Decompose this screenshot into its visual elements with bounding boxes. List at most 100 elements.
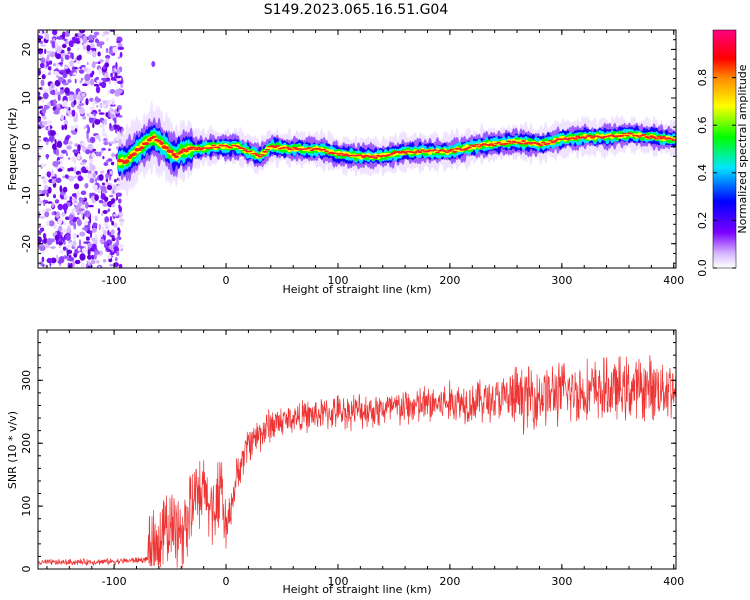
noise-speck [41, 121, 48, 126]
noise-speck [86, 113, 90, 117]
noise-speck [51, 211, 55, 216]
noise-speck [64, 87, 70, 94]
noise-speck [85, 212, 90, 218]
noise-speck [57, 104, 61, 108]
noise-speck [93, 253, 97, 260]
y-tick-label: 200 [20, 433, 33, 454]
ridge-mark [169, 149, 174, 154]
noise-speck [63, 196, 67, 201]
noise-speck [109, 104, 116, 107]
noise-speck [38, 138, 41, 142]
ridge-mark [403, 151, 408, 154]
noise-speck [117, 80, 123, 84]
noise-speck [65, 136, 70, 140]
noise-speck [94, 215, 98, 222]
ridge-mark [489, 143, 494, 146]
noise-speck [44, 105, 50, 110]
noise-speck [90, 254, 95, 260]
noise-speck [92, 172, 97, 178]
noise-speck [82, 115, 86, 120]
noise-speck [105, 173, 109, 180]
noise-speck [61, 43, 67, 49]
ridge-mark [343, 153, 349, 156]
noise-speck [80, 210, 84, 218]
noise-speck [120, 84, 124, 88]
noise-speck [68, 175, 75, 182]
noise-speck [92, 99, 95, 107]
noise-speck [52, 30, 58, 36]
ridge-mark [646, 137, 652, 139]
noise-speck [88, 40, 94, 43]
noise-speck [70, 125, 75, 131]
noise-speck [79, 30, 86, 34]
noise-speck [109, 263, 115, 267]
noise-speck [51, 176, 57, 179]
ridge-mark [220, 146, 226, 150]
ridge-mark [338, 152, 344, 155]
noise-speck [97, 104, 104, 107]
noise-speck [97, 208, 101, 215]
noise-speck [76, 32, 83, 37]
noise-speck [100, 43, 102, 49]
noise-speck [93, 31, 100, 36]
noise-speck [82, 45, 86, 51]
noise-speck [109, 231, 112, 237]
noise-speck [94, 233, 98, 240]
noise-speck [50, 246, 56, 249]
noise-speck [98, 112, 105, 115]
noise-speck [41, 189, 49, 195]
noise-speck [111, 237, 116, 242]
noise-speck [62, 186, 68, 193]
ridge-mark [622, 132, 627, 135]
noise-speck [98, 68, 101, 75]
noise-speck [61, 124, 65, 131]
noise-speck [102, 200, 108, 207]
noise-speck [89, 136, 96, 144]
noise-speck [113, 262, 119, 268]
noise-speck [57, 76, 64, 82]
ridge-mark [538, 144, 544, 147]
noise-speck [101, 147, 106, 151]
ridge-mark [444, 151, 450, 153]
noise-speck [50, 89, 57, 95]
noise-speck [71, 198, 78, 201]
noise-speck [51, 169, 54, 175]
noise-speck [108, 148, 111, 152]
noise-speck [57, 168, 63, 172]
noise-speck [102, 126, 105, 134]
noise-speck [53, 99, 57, 107]
ridge-mark [511, 140, 517, 143]
ridge-mark [491, 144, 497, 147]
ridge-mark [634, 134, 640, 137]
noise-speck [95, 85, 101, 94]
noise-speck [107, 254, 112, 259]
noise-speck [44, 244, 50, 249]
noise-speck [94, 194, 99, 202]
noise-speck [57, 153, 64, 158]
noise-speck [72, 149, 79, 154]
ridge-mark [358, 154, 364, 157]
noise-speck [108, 50, 114, 55]
noise-speck [72, 232, 77, 240]
noise-speck [110, 76, 116, 81]
ridge-mark [548, 140, 553, 142]
noise-speck [116, 68, 121, 75]
spectrogram-xlabel: Height of straight line (km) [282, 283, 431, 296]
noise-speck [78, 69, 85, 74]
noise-speck [86, 44, 91, 52]
noise-speck [91, 152, 96, 158]
ridge-mark [289, 149, 295, 151]
noise-speck [51, 40, 55, 48]
y-tick-label: 0 [20, 143, 33, 150]
noise-speck [52, 232, 56, 237]
noise-speck [85, 149, 91, 155]
noise-speck [71, 193, 78, 198]
colorbar: 0.0 0.2 0.4 0.6 0.8 Normalized spectral ampl… [696, 29, 749, 277]
noise-speck [63, 140, 69, 145]
noise-speck [89, 78, 95, 86]
noise-speck [117, 244, 123, 251]
noise-speck [99, 124, 105, 128]
y-tick-label: 300 [20, 370, 33, 391]
colorbar-tick-label: 0.6 [696, 116, 709, 134]
